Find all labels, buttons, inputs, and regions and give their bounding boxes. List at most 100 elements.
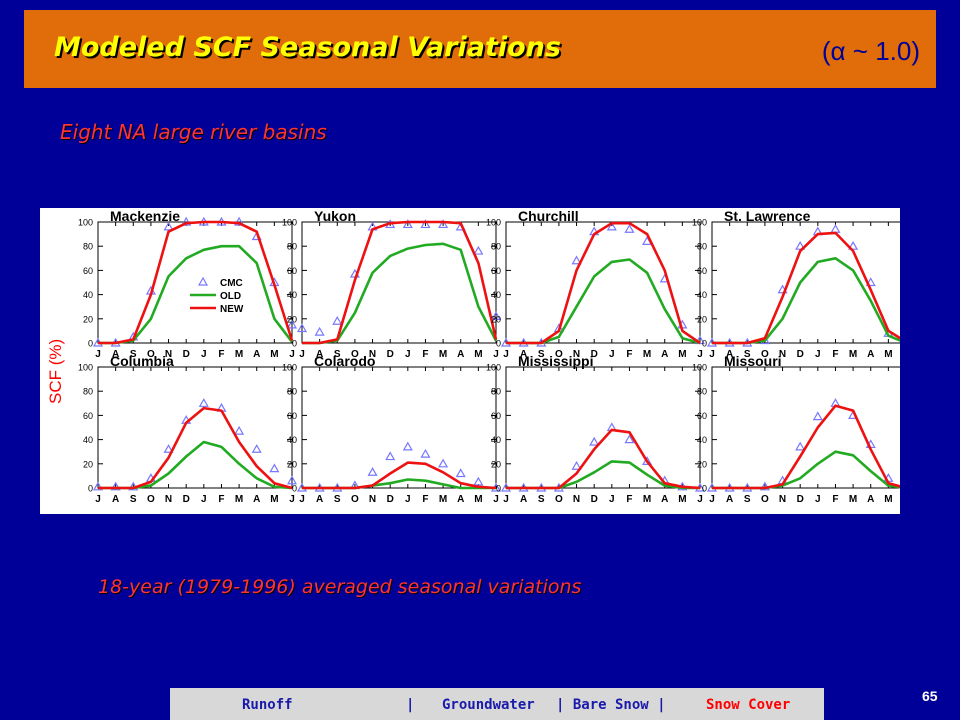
x-tick-label: J (405, 349, 411, 360)
legend-swatch-cmc (197, 276, 209, 286)
x-tick-label: J (709, 494, 715, 505)
y-tick-label: 80 (697, 387, 707, 397)
y-tick-label: 20 (697, 459, 707, 469)
cmc-point (420, 448, 431, 458)
title-parameter: (α ~ 1.0) (821, 36, 920, 66)
y-tick-label: 20 (287, 459, 297, 469)
x-tick-label: J (493, 349, 499, 360)
x-tick-label: O (761, 349, 769, 360)
x-tick-label: J (95, 494, 101, 505)
cmc-point (589, 436, 600, 446)
panel-title: Missouri (724, 353, 782, 369)
y-tick-label: 0 (496, 339, 501, 349)
old-series-line (506, 258, 701, 345)
slide-title: Modeled SCF Seasonal Variations (54, 32, 561, 63)
new-series-line (506, 221, 701, 345)
cmc-point (110, 481, 121, 491)
x-tick-label: J (201, 349, 207, 360)
x-tick-label: M (849, 494, 857, 505)
cmc-point (269, 463, 280, 473)
x-tick-label: D (183, 349, 190, 360)
cmc-point (795, 240, 806, 250)
cmc-point (438, 458, 449, 468)
y-tick-label: 20 (491, 459, 501, 469)
x-tick-label: J (493, 494, 499, 505)
y-tick-label: 60 (287, 411, 297, 421)
cmc-point (332, 316, 343, 325)
x-tick-label: A (253, 494, 260, 505)
x-tick-label: O (555, 349, 563, 360)
x-tick-label: D (387, 349, 394, 360)
x-tick-label: J (503, 349, 509, 360)
x-tick-label: J (289, 349, 295, 360)
x-tick-label: J (815, 494, 821, 505)
cmc-point (385, 451, 396, 461)
y-tick-label: 20 (83, 459, 93, 469)
x-tick-label: D (183, 494, 190, 505)
chart-panel: Mackenzie 0 20 40 60 80 100 J A S O N D J F M A M J CMC OLD N… (40, 208, 900, 514)
x-tick-label: J (289, 494, 295, 505)
nav-item-runoff[interactable]: Runoff (242, 697, 293, 713)
y-tick-label: 20 (491, 314, 501, 324)
panel-frame (505, 366, 701, 489)
new-series-line (712, 231, 900, 345)
x-tick-label: A (520, 349, 527, 360)
nav-item-snow-cover[interactable]: Snow Cover (706, 697, 791, 713)
x-tick-label: J (709, 349, 715, 360)
x-tick-label: M (439, 494, 447, 505)
y-tick-label: 80 (697, 242, 707, 252)
x-tick-label: J (95, 349, 101, 360)
x-tick-label: M (235, 349, 243, 360)
panel-frame (301, 366, 497, 489)
nav-item-groundwater[interactable]: Groundwater (442, 697, 535, 713)
x-tick-label: M (270, 349, 278, 360)
y-tick-label: 40 (697, 290, 707, 300)
cmc-point (402, 219, 413, 229)
cmc-point (830, 224, 841, 233)
x-tick-label: M (849, 349, 857, 360)
x-tick-label: J (405, 494, 411, 505)
panel-title: Columbia (110, 353, 174, 369)
y-tick-label: 100 (692, 363, 707, 373)
x-tick-label: A (457, 349, 464, 360)
y-tick-label: 100 (486, 218, 501, 228)
x-tick-label: J (503, 494, 509, 505)
y-tick-label: 60 (83, 411, 93, 421)
y-tick-label: 40 (287, 290, 297, 300)
cmc-point (490, 311, 502, 320)
x-tick-label: A (661, 494, 668, 505)
new-series-line (302, 220, 498, 345)
cmc-point (420, 219, 431, 229)
x-tick-label: F (422, 494, 428, 505)
nav-separator: | (406, 697, 415, 713)
legend-label: NEW (220, 304, 244, 315)
x-tick-label: A (867, 349, 874, 360)
old-series-line (98, 440, 293, 490)
cmc-point (163, 444, 174, 453)
x-tick-label: O (147, 349, 155, 360)
new-series-line (712, 404, 900, 490)
y-tick-label: 80 (491, 242, 501, 252)
panel-frame (505, 221, 701, 344)
new-series-line (98, 220, 294, 345)
y-tick-label: 0 (292, 484, 297, 494)
legend-label: CMC (220, 278, 243, 289)
cmc-point (624, 224, 635, 233)
x-tick-label: S (538, 349, 545, 360)
cmc-point (286, 475, 298, 485)
panel-frame (97, 366, 293, 489)
y-tick-label: 0 (292, 339, 297, 349)
x-tick-label: S (130, 494, 137, 505)
x-tick-label: M (884, 494, 892, 505)
y-tick-label: 60 (83, 266, 93, 276)
panel-title: Churchill (518, 208, 579, 224)
cmc-point (571, 255, 582, 265)
y-tick-label: 40 (697, 435, 707, 445)
nav-item-bare-snow[interactable]: | Bare Snow | (556, 697, 666, 713)
x-tick-label: A (112, 494, 119, 505)
y-tick-label: 100 (282, 363, 297, 373)
y-tick-label: 80 (287, 242, 297, 252)
cmc-point (795, 441, 806, 451)
y-tick-label: 20 (83, 314, 93, 324)
